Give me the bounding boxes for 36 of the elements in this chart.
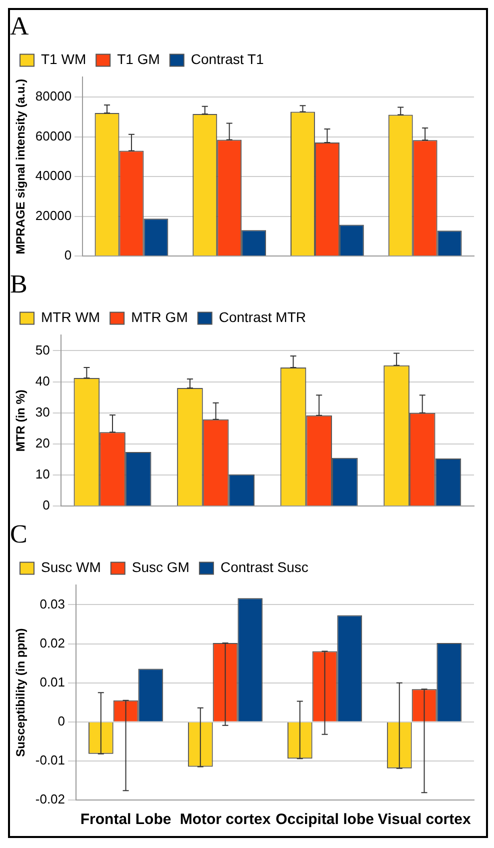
- legend-label: MTR WM: [41, 309, 100, 326]
- chart-title: A: [10, 11, 29, 40]
- y-tick-label: 40: [35, 373, 50, 388]
- y-tick-label: 20000: [35, 208, 72, 223]
- y-tick-label: -0.02: [35, 792, 66, 807]
- legend-label: Contrast Susc: [220, 559, 308, 576]
- x-tick-label: Motor cortex: [180, 811, 272, 828]
- y-tick-label: 0: [42, 498, 50, 513]
- y-tick-label: -0.01: [35, 752, 66, 768]
- y-tick-label: 0.03: [40, 596, 66, 612]
- legend-label: Susc WM: [41, 559, 101, 576]
- x-tick-label: Visual cortex: [378, 811, 472, 828]
- legend-label: T1 WM: [41, 51, 86, 68]
- y-tick-label: 80000: [35, 88, 72, 104]
- y-tick-label: 20: [35, 435, 50, 450]
- y-tick-label: 0: [58, 713, 66, 728]
- y-tick-label: 30: [35, 404, 50, 420]
- y-tick-label: 0.01: [40, 674, 66, 690]
- legend-label: Contrast MTR: [218, 309, 306, 326]
- y-tick-label: 10: [35, 466, 50, 482]
- y-axis-title: Susceptibility (in ppm): [14, 628, 28, 757]
- x-tick-label: Occipital lobe: [276, 811, 374, 828]
- chart-title: C: [10, 519, 28, 548]
- y-axis-title: MPRAGE signal intensity (a.u.): [14, 78, 28, 254]
- x-tick-label: Frontal Lobe: [80, 811, 172, 828]
- y-tick-label: 40000: [35, 168, 72, 184]
- legend-label: Contrast T1: [190, 51, 264, 68]
- legend-label: MTR GM: [131, 309, 188, 326]
- y-tick-label: 0: [64, 248, 72, 263]
- legend-label: T1 GM: [117, 51, 160, 68]
- legend-label: Susc GM: [132, 559, 190, 576]
- y-tick-label: 50: [35, 342, 50, 358]
- y-axis-title: MTR (in %): [14, 390, 28, 452]
- chart-title: B: [10, 269, 28, 298]
- y-tick-label: 60000: [35, 128, 72, 144]
- y-tick-label: 0.02: [40, 635, 66, 650]
